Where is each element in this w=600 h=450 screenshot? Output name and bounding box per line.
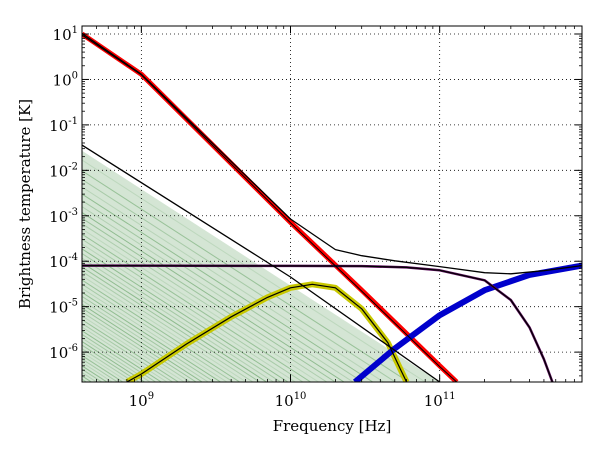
- free-free-line: [37, 382, 82, 411]
- free-free-line: [82, 368, 103, 382]
- free-free-line: [82, 186, 384, 382]
- series-total: [82, 34, 458, 382]
- free-free-line: [82, 372, 97, 382]
- free-free-line: [32, 382, 82, 414]
- free-free-line: [82, 253, 281, 382]
- free-free-line: [51, 382, 82, 402]
- free-free-line: [82, 330, 162, 382]
- free-free-line: [82, 279, 240, 382]
- free-free-line: [76, 382, 82, 386]
- free-free-line: [66, 382, 82, 392]
- free-free-line: [82, 315, 185, 382]
- free-free-line: [82, 283, 234, 382]
- free-free-line: [82, 200, 363, 382]
- free-free-line: [82, 307, 197, 382]
- free-free-line: [82, 170, 409, 382]
- free-free-line: [56, 382, 82, 399]
- free-free-line: [27, 382, 82, 417]
- free-free-line: [82, 344, 140, 382]
- free-free-line: [0, 382, 82, 439]
- free-free-line: [82, 311, 191, 382]
- ticks: 109 1010 1011 101 100 10-1 10-2 10-3 10-4 10-5 10-…: [49, 25, 583, 410]
- series-dust: [352, 262, 582, 382]
- y-tick-label: 101: [53, 25, 78, 44]
- free-free-line: [82, 243, 296, 382]
- free-free-line: [82, 362, 113, 382]
- y-tick-label: 10-4: [49, 252, 78, 271]
- free-free-line: [82, 295, 215, 382]
- free-free-line: [82, 319, 179, 382]
- free-free-line: [82, 228, 319, 382]
- free-free-line: [18, 382, 82, 424]
- x-tick-label: 1010: [275, 391, 307, 410]
- free-free-line: [82, 217, 336, 382]
- series-total: [126, 283, 408, 382]
- free-free-line: [82, 303, 203, 382]
- x-axis-label: Frequency [Hz]: [273, 417, 392, 435]
- free-free-line: [82, 212, 345, 382]
- free-free-line: [82, 322, 173, 382]
- free-free-line: [82, 358, 118, 382]
- free-free-line: [82, 206, 354, 382]
- free-free-line: [61, 382, 82, 395]
- series-total: [82, 32, 582, 275]
- free-free-line: [82, 193, 374, 382]
- free-free-line: [82, 257, 274, 382]
- y-tick-label: 10-1: [49, 116, 78, 135]
- free-free-line: [82, 275, 247, 382]
- y-tick-label: 10-5: [49, 298, 78, 317]
- free-free-line: [82, 233, 311, 382]
- free-free-line: [4, 382, 82, 433]
- free-free-line: [42, 382, 82, 408]
- free-free-line: [82, 266, 260, 382]
- y-tick-label: 10-2: [49, 161, 78, 180]
- x-tick-label: 109: [129, 391, 154, 410]
- y-tick-label: 100: [53, 70, 78, 89]
- free-free-line: [82, 291, 221, 382]
- free-free-line: [82, 351, 129, 382]
- grid: [82, 26, 582, 382]
- free-free-line: [82, 178, 396, 382]
- series-total: [82, 265, 553, 382]
- free-free-line: [82, 262, 267, 382]
- free-free-line: [0, 382, 82, 436]
- free-free-line: [13, 382, 82, 427]
- y-tick-label: 10-3: [49, 207, 78, 226]
- series-layer: [82, 31, 582, 382]
- free-free-line: [82, 299, 209, 382]
- free-free-line: [8, 382, 82, 430]
- free-free-line: [82, 238, 304, 382]
- free-free-line: [46, 382, 82, 405]
- x-tick-label: 1011: [424, 391, 456, 410]
- free-free-line: [82, 159, 426, 382]
- y-axis-label: Brightness temperature [K]: [16, 99, 34, 309]
- free-free-line: [0, 382, 82, 445]
- free-free-line: [71, 382, 82, 389]
- free-free-line: [0, 382, 82, 442]
- free-free-line: [82, 271, 254, 382]
- free-free-line: [22, 382, 82, 421]
- free-free-line: [82, 375, 92, 382]
- free-free-line: [82, 326, 168, 382]
- free-free-line: [82, 248, 289, 382]
- y-tick-label: 10-6: [49, 343, 78, 362]
- free-free-line: [82, 365, 108, 382]
- free-free-line: [82, 287, 228, 382]
- free-free-line: [82, 223, 328, 382]
- free-free-line: [82, 348, 134, 382]
- free-free-line: [82, 355, 124, 382]
- plot-frame: [81, 25, 583, 383]
